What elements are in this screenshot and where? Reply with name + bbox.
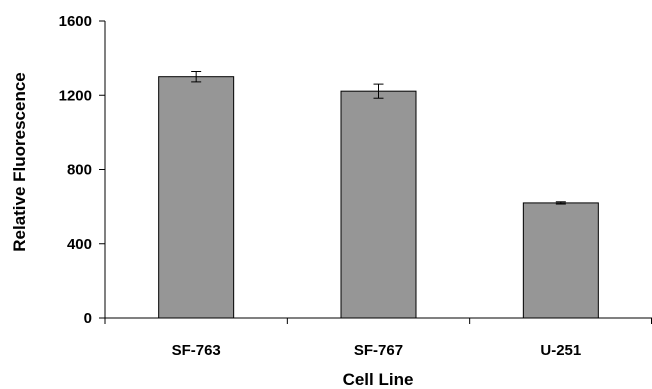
x-tick-label: U-251: [540, 342, 581, 359]
y-tick-label: 1600: [59, 13, 92, 30]
x-axis-title: Cell Line: [343, 370, 414, 389]
error-bar-sf-767: [373, 83, 384, 99]
y-tick-label: 800: [67, 162, 92, 179]
x-tick-label: SF-767: [354, 342, 403, 359]
y-tick-label: 1200: [59, 87, 92, 104]
error-bars: [191, 70, 566, 205]
x-axis: SF-763 SF-767 U-251: [104, 317, 652, 359]
y-axis-title: Relative Fluorescence: [10, 72, 29, 252]
y-axis: 0 400 800 1200 1600: [59, 13, 106, 327]
x-tick-label: SF-763: [172, 342, 221, 359]
bar-sf-767: [340, 90, 417, 319]
bar-sf-763: [158, 76, 235, 319]
error-bar-sf-763: [191, 70, 202, 83]
y-tick-label: 0: [84, 310, 92, 327]
error-bar-u-251: [555, 201, 566, 205]
bars: [158, 76, 599, 319]
bar-u-251: [522, 202, 599, 319]
y-tick-label: 400: [67, 236, 92, 253]
